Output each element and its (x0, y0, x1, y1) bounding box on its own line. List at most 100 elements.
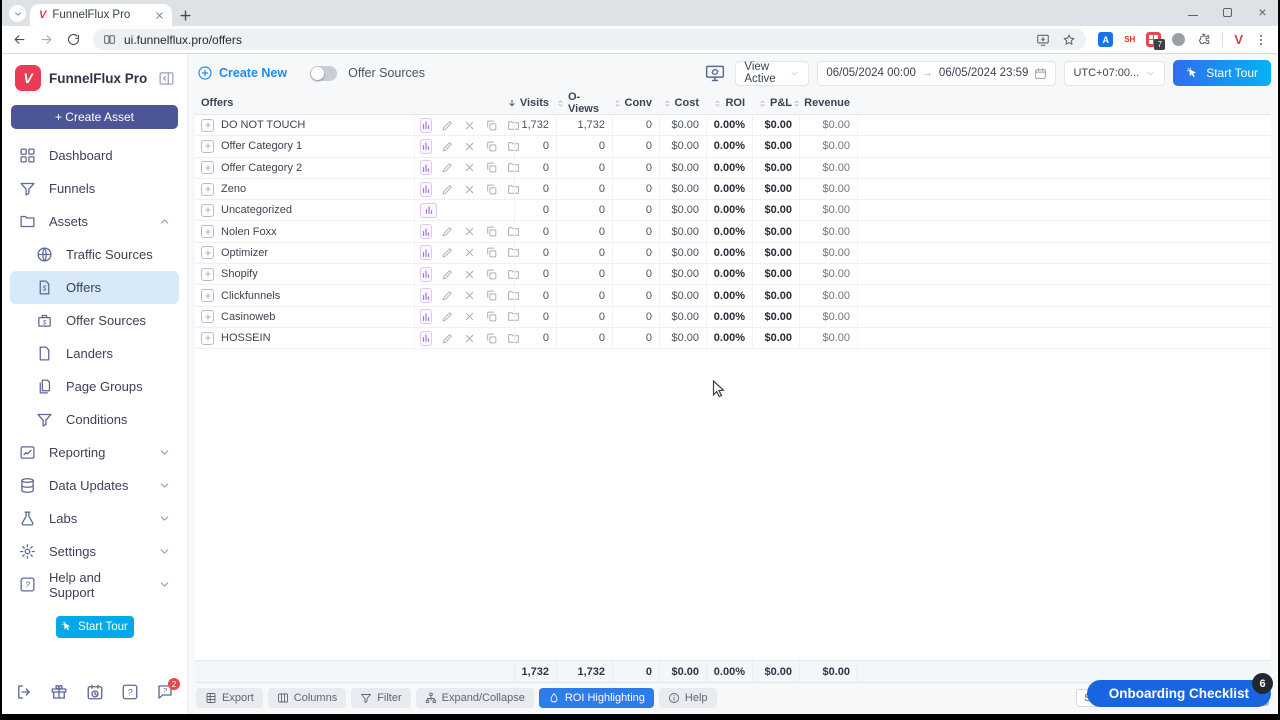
stats-chart-icon[interactable] (420, 117, 432, 133)
expand-row-icon[interactable] (201, 139, 214, 153)
delete-icon[interactable] (463, 140, 476, 153)
sidebar-item-dashboard[interactable]: Dashboard (10, 139, 179, 172)
table-row[interactable]: Clickfunnels 0 0 0 $0.00 0.00% $0.00 $0.00 (195, 285, 1271, 307)
date-range-picker[interactable]: 06/05/2024 00:00 → 06/05/2024 23:59 (817, 60, 1057, 86)
expand-row-icon[interactable] (201, 246, 214, 260)
offer-sources-toggle[interactable] (310, 65, 338, 81)
duplicate-icon[interactable] (485, 225, 498, 238)
table-row[interactable]: Optimizer 0 0 0 $0.00 0.00% $0.00 $0.00 (195, 242, 1271, 265)
edit-icon[interactable] (441, 140, 454, 153)
expand-row-icon[interactable] (201, 161, 214, 175)
duplicate-icon[interactable] (485, 289, 498, 302)
export-button[interactable]: Export (196, 688, 263, 708)
stats-chart-icon[interactable] (420, 330, 432, 346)
edit-icon[interactable] (441, 268, 454, 281)
extensions-puzzle-icon[interactable] (1196, 32, 1211, 47)
move-folder-icon[interactable] (507, 161, 520, 174)
sh-extension-icon[interactable]: SH (1124, 35, 1136, 44)
stats-chart-icon[interactable] (420, 202, 437, 218)
sidebar-item-offers[interactable]: $ Offers (10, 271, 179, 304)
delete-icon[interactable] (463, 161, 476, 174)
move-folder-icon[interactable] (507, 183, 520, 196)
stats-chart-icon[interactable] (420, 181, 432, 197)
expand-collapse-button[interactable]: Expand/Collapse (415, 688, 534, 708)
maximize-button[interactable] (1222, 7, 1233, 18)
column-header-o-views[interactable]: O-Views (556, 91, 612, 115)
url-bar[interactable]: ui.funnelflux.pro/offers (93, 29, 1087, 50)
table-row[interactable]: Uncategorized 0 0 0 $0.00 0.00% $0.00 $0.00 (195, 200, 1271, 222)
stats-chart-icon[interactable] (420, 309, 432, 325)
table-row[interactable]: HOSSEIN 0 0 0 $0.00 0.00% $0.00 $0.00 (195, 327, 1271, 350)
column-header-cost[interactable]: Cost (659, 91, 706, 115)
move-folder-icon[interactable] (507, 119, 520, 132)
duplicate-icon[interactable] (485, 140, 498, 153)
onboarding-checklist-button[interactable]: Onboarding Checklist 6 (1086, 673, 1273, 707)
stats-chart-icon[interactable] (420, 224, 432, 240)
expand-row-icon[interactable] (201, 182, 214, 196)
move-folder-icon[interactable] (507, 310, 520, 323)
delete-icon[interactable] (463, 119, 476, 132)
delete-icon[interactable] (463, 268, 476, 281)
move-folder-icon[interactable] (507, 140, 520, 153)
columns-button[interactable]: Columns (267, 688, 347, 708)
start-tour-button[interactable]: Start Tour (1173, 60, 1271, 86)
table-row[interactable]: Offer Category 2 0 0 0 $0.00 0.00% $0.00 $0.00 (195, 157, 1271, 179)
delete-icon[interactable] (463, 225, 476, 238)
translate-extension-icon[interactable]: A (1098, 32, 1114, 47)
duplicate-icon[interactable] (485, 268, 498, 281)
forward-icon[interactable] (39, 32, 54, 47)
column-header-conv[interactable]: Conv (612, 91, 659, 115)
expand-row-icon[interactable] (201, 203, 214, 217)
edit-icon[interactable] (441, 183, 454, 196)
filter-button[interactable]: Filter (351, 688, 411, 708)
move-folder-icon[interactable] (507, 268, 520, 281)
column-header-roi[interactable]: ROI (706, 91, 752, 115)
edit-icon[interactable] (441, 310, 454, 323)
delete-icon[interactable] (463, 332, 476, 345)
expand-row-icon[interactable] (201, 267, 214, 281)
back-icon[interactable] (12, 32, 27, 47)
site-info-icon[interactable] (103, 33, 116, 46)
column-header-visits[interactable]: Visits (509, 91, 556, 115)
delete-icon[interactable] (463, 289, 476, 302)
gray-extension-icon[interactable] (1172, 33, 1186, 46)
question-square-button[interactable]: ? (121, 683, 139, 706)
refresh-icon[interactable] (66, 32, 81, 47)
column-header-p-l[interactable]: P&L (752, 91, 799, 115)
logout-button[interactable] (15, 683, 33, 706)
refresh-view-icon[interactable] (705, 63, 725, 83)
grid-extension-icon[interactable]: 7 (1146, 32, 1166, 50)
stats-chart-icon[interactable] (420, 288, 432, 304)
sidebar-item-labs[interactable]: Labs (10, 502, 179, 535)
column-header-revenue[interactable]: Revenue (794, 91, 857, 115)
sidebar-item-funnels[interactable]: Funnels (10, 172, 179, 205)
sidebar-item-page-groups[interactable]: Page Groups (10, 370, 179, 403)
stats-chart-icon[interactable] (420, 266, 432, 282)
expand-row-icon[interactable] (201, 118, 214, 132)
expand-row-icon[interactable] (201, 310, 214, 324)
duplicate-icon[interactable] (485, 119, 498, 132)
edit-icon[interactable] (441, 225, 454, 238)
edit-icon[interactable] (441, 332, 454, 345)
sidebar-item-data-updates[interactable]: Data Updates (10, 469, 179, 502)
new-tab-icon[interactable] (178, 8, 193, 23)
move-folder-icon[interactable] (507, 225, 520, 238)
browser-tab[interactable]: V FunnelFlux Pro (30, 4, 172, 26)
create-new-button[interactable]: Create New (197, 65, 287, 81)
delete-icon[interactable] (463, 310, 476, 323)
install-app-icon[interactable] (1036, 33, 1050, 47)
sidebar-item-landers[interactable]: Landers (10, 337, 179, 370)
move-folder-icon[interactable] (507, 332, 520, 345)
duplicate-icon[interactable] (485, 332, 498, 345)
expand-row-icon[interactable] (201, 331, 214, 345)
stats-chart-icon[interactable] (420, 138, 432, 154)
expand-row-icon[interactable] (201, 225, 214, 239)
bookmark-star-icon[interactable] (1062, 33, 1076, 47)
table-row[interactable]: Shopify 0 0 0 $0.00 0.00% $0.00 $0.00 (195, 264, 1271, 286)
sidebar-item-settings[interactable]: Settings (10, 535, 179, 568)
sidebar-item-reporting[interactable]: Reporting (10, 436, 179, 469)
collapse-sidebar-icon[interactable] (158, 70, 175, 87)
edit-icon[interactable] (441, 161, 454, 174)
edit-icon[interactable] (441, 246, 454, 259)
sidebar-item-offer-sources[interactable]: $ Offer Sources (10, 304, 179, 337)
